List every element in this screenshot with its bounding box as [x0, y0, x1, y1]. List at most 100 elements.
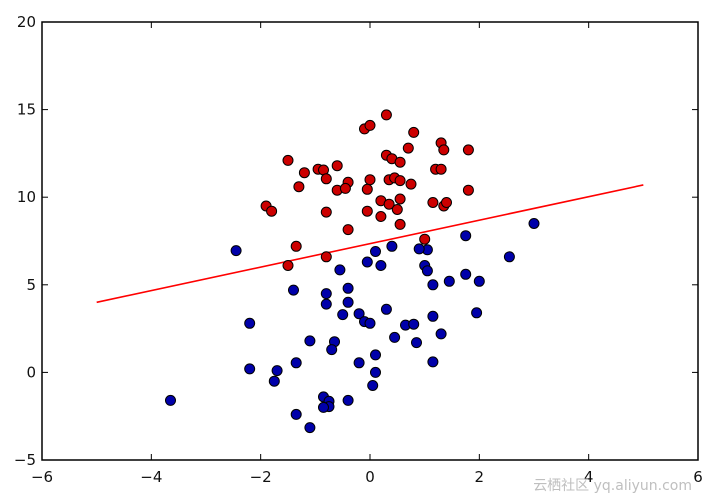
scatter-point [293, 181, 305, 193]
scatter-point [408, 318, 420, 330]
scatter-point [402, 142, 414, 154]
x-tick-label: −6 [31, 468, 53, 486]
scatter-point [394, 156, 406, 168]
scatter-point [394, 193, 406, 205]
scatter-point [339, 182, 351, 194]
scatter-point [391, 204, 403, 215]
scatter-point [367, 380, 379, 391]
watermark-text: 云栖社区 yq.aliyun.com [533, 478, 692, 494]
scatter-point [342, 394, 354, 406]
scatter-point [380, 303, 392, 315]
scatter-point [462, 184, 474, 196]
scatter-point [361, 256, 373, 268]
plot-frame [41, 21, 699, 461]
scatter-point [271, 365, 283, 377]
scatter-point [419, 233, 431, 245]
scatter-point [304, 335, 316, 347]
scatter-point [386, 240, 398, 252]
x-tick-label: −2 [250, 468, 272, 486]
scatter-point [394, 218, 406, 230]
scatter-point [290, 357, 302, 369]
y-tick-label: 0 [26, 363, 36, 381]
scatter-point [405, 178, 417, 190]
scatter-point [230, 245, 242, 257]
plot-content [96, 109, 644, 434]
scatter-point [244, 317, 256, 329]
y-tick-label: 5 [26, 276, 36, 294]
scatter-point [438, 144, 450, 156]
scatter-point [427, 356, 439, 368]
scatter-point [503, 251, 515, 263]
scatter-point [413, 243, 425, 255]
scatter-point [268, 375, 280, 387]
y-tick-label: 10 [17, 188, 36, 206]
scatter-point [408, 126, 420, 138]
scatter-point [342, 296, 354, 308]
scatter-point [364, 317, 376, 329]
scatter-point [528, 218, 540, 229]
scatter-point [462, 144, 474, 156]
scatter-point [364, 174, 376, 186]
x-tick-label: 6 [693, 468, 703, 486]
scatter-point [370, 366, 381, 378]
scatter-point [383, 198, 395, 210]
scatter-point [361, 205, 373, 217]
x-tick-label: 0 [365, 468, 375, 486]
scatter-point [353, 357, 365, 369]
y-tick-label: −5 [14, 451, 36, 469]
scatter-point [394, 175, 406, 187]
scatter-point [326, 344, 338, 356]
scatter-point [318, 401, 329, 413]
scatter-point [471, 307, 483, 319]
scatter-point [282, 154, 294, 166]
x-tick-label: −4 [140, 468, 162, 486]
scatter-point [435, 163, 447, 175]
scatter-point [290, 408, 302, 420]
scatter-point [435, 328, 447, 340]
scatter-point [364, 119, 376, 131]
scatter-point [266, 205, 278, 217]
scatter-point [288, 284, 299, 296]
scatter-point [427, 197, 439, 208]
scatter-point [427, 279, 439, 291]
scatter-point [380, 109, 392, 121]
axis-ticks: −6 −4 −2 0 2 4 6 −5 0 5 10 15 20 [14, 13, 703, 486]
y-tick-label: 20 [17, 13, 36, 31]
scatter-point [342, 282, 354, 294]
scatter-point [165, 394, 176, 406]
scatter-point [427, 310, 439, 322]
scatter-point [375, 211, 387, 222]
scatter-point [244, 363, 256, 375]
fit-line [96, 184, 644, 304]
scatter-point [421, 265, 433, 277]
scatter-point [411, 337, 422, 349]
scatter-point [320, 288, 332, 300]
scatter-point [342, 224, 354, 236]
scatter-point [331, 160, 343, 172]
scatter-point [320, 298, 332, 310]
scatter-point [290, 240, 302, 252]
scatter-point [370, 246, 381, 257]
scatter-point [320, 251, 332, 263]
scatter-point [353, 308, 365, 320]
scatter-point [320, 173, 332, 185]
scatter-point [304, 422, 316, 434]
scatter-point [389, 331, 401, 343]
scatter-point [320, 206, 332, 218]
scatter-point [375, 260, 387, 271]
x-tick-label: 2 [475, 468, 485, 486]
scatter-point [443, 275, 455, 287]
y-tick-label: 15 [17, 101, 36, 119]
scatter-point [298, 167, 310, 179]
scatter-point [361, 183, 373, 195]
scatter-point [370, 349, 381, 361]
scatter-point [282, 260, 294, 271]
x-tick-label: 4 [584, 468, 594, 486]
scatter-point [473, 275, 485, 287]
scatter-point [460, 268, 472, 280]
scatter-point [337, 309, 349, 321]
scatter-point [460, 230, 472, 242]
scatter-point [441, 197, 452, 208]
scatter-point [334, 264, 346, 276]
